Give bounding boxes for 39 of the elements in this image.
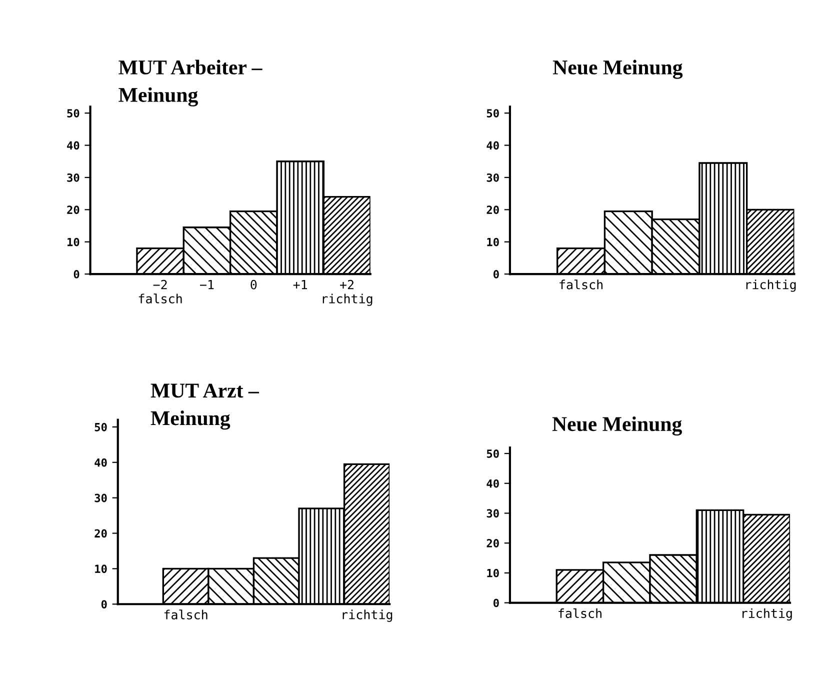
y-tick-label: 50 — [486, 449, 499, 458]
y-tick-label: 10 — [487, 568, 499, 578]
y-tick-label: 10 — [68, 238, 80, 246]
y-tick-label: 30 — [67, 173, 80, 182]
x-tick-label: falsch — [164, 610, 208, 620]
x-tick-label: richtig — [342, 610, 392, 622]
y-tick-label: 20 — [67, 206, 80, 214]
y-tick-label: 50 — [67, 109, 80, 118]
chart-title: MUT Arzt – Meinung — [150, 384, 260, 430]
y-tick-label: 30 — [486, 509, 499, 518]
y-tick-label: 10 — [487, 238, 499, 246]
x-tick-label: +2 richtig — [322, 280, 372, 306]
y-tick-label: 0 — [494, 598, 499, 608]
x-tick-label: 0 — [250, 280, 257, 290]
x-tick-label: −1 — [200, 280, 214, 290]
y-tick-label: 30 — [486, 173, 499, 182]
y-tick-label: 0 — [101, 600, 107, 609]
y-tick-label: 40 — [486, 141, 499, 150]
y-tick-label: 40 — [486, 479, 499, 488]
chart-title: Neue Meinung — [552, 60, 683, 79]
x-tick-label: −2 falsch — [138, 280, 182, 304]
x-tick-label: richtig — [742, 608, 792, 621]
y-tick-label: 50 — [94, 422, 107, 432]
y-tick-label: 40 — [67, 141, 80, 150]
y-tick-label: 30 — [94, 494, 107, 502]
chart-title: Neue Meinung — [552, 416, 682, 436]
x-tick-label: +1 — [293, 280, 308, 290]
y-tick-label: 20 — [94, 529, 107, 538]
y-tick-label: 20 — [486, 206, 499, 214]
x-tick-label: richtig — [746, 280, 796, 292]
y-tick-label: 40 — [94, 458, 107, 467]
x-tick-label: falsch — [558, 608, 602, 618]
y-tick-label: 20 — [486, 539, 499, 548]
x-tick-label: falsch — [560, 280, 602, 290]
chart-title: MUT Arbeiter – Meinung — [118, 60, 262, 106]
y-tick-label: 50 — [486, 109, 499, 118]
y-tick-label: 0 — [494, 270, 499, 278]
y-tick-label: 0 — [74, 270, 80, 278]
y-tick-label: 10 — [95, 564, 107, 574]
